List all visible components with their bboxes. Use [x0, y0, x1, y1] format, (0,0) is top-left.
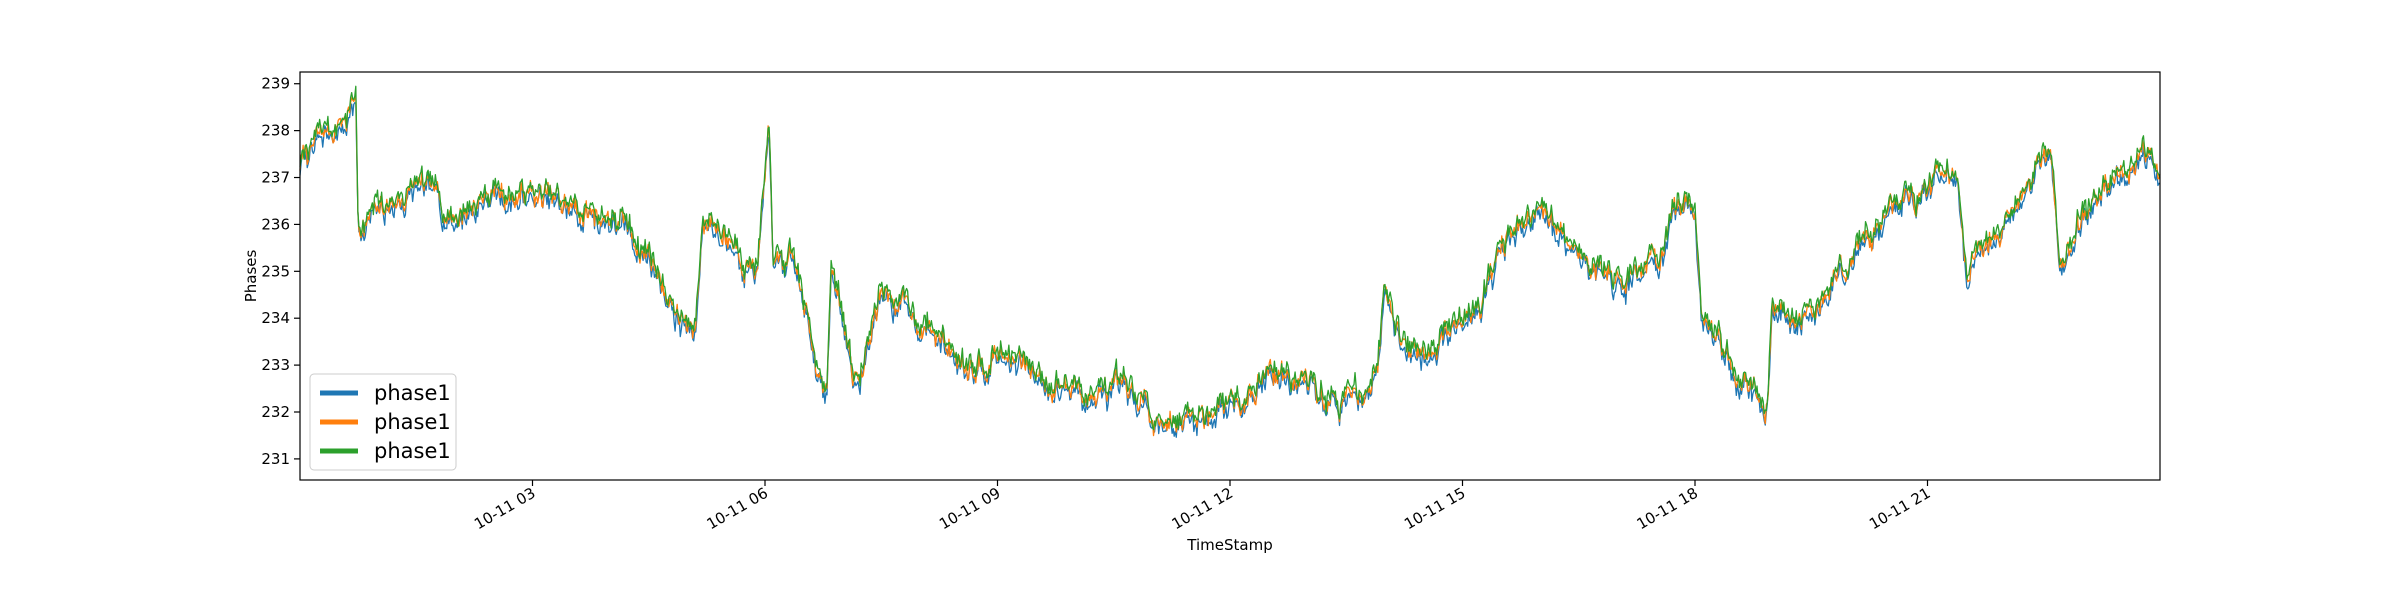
series-layer — [299, 85, 2161, 438]
y-tick-label: 235 — [261, 262, 290, 280]
y-tick-label: 232 — [261, 403, 290, 421]
y-tick-label: 238 — [261, 122, 290, 140]
legend-label-3: phase1 — [374, 439, 451, 463]
y-tick-label: 233 — [261, 356, 290, 374]
y-axis-label: Phases — [242, 250, 260, 303]
legend-box — [309, 373, 457, 471]
legend-label-2: phase1 — [374, 410, 451, 434]
legend: phase1 phase1 phase1 — [309, 373, 457, 471]
y-axis: 231 232 233 234 235 236 237 238 239 — [261, 75, 300, 468]
y-tick-label: 237 — [261, 169, 290, 187]
legend-label-1: phase1 — [374, 381, 451, 405]
x-axis-label: TimeStamp — [1186, 536, 1272, 554]
y-tick-label: 231 — [261, 450, 290, 468]
y-tick-label: 234 — [261, 309, 290, 327]
y-tick-label: 236 — [261, 215, 290, 233]
y-tick-label: 239 — [261, 75, 290, 93]
series-line-3 — [299, 85, 2161, 431]
